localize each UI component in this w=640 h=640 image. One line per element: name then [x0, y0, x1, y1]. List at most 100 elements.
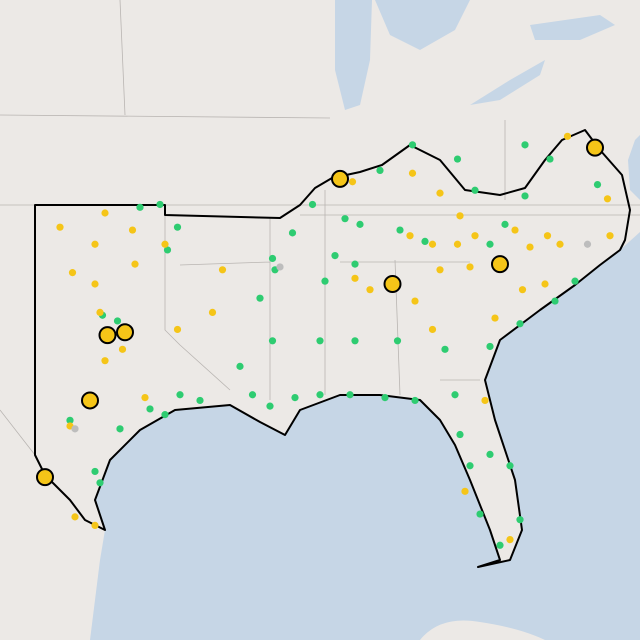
marker[interactable]: [173, 325, 182, 334]
marker[interactable]: [543, 232, 552, 240]
marker[interactable]: [506, 536, 514, 544]
marker[interactable]: [476, 510, 484, 518]
marker[interactable]: [436, 266, 444, 274]
marker[interactable]: [571, 277, 579, 285]
large-marker[interactable]: [81, 391, 99, 410]
marker[interactable]: [91, 521, 99, 530]
marker[interactable]: [466, 462, 474, 470]
marker[interactable]: [346, 391, 354, 399]
marker[interactable]: [356, 220, 364, 228]
marker[interactable]: [331, 252, 339, 260]
marker[interactable]: [276, 263, 284, 271]
marker[interactable]: [366, 286, 374, 294]
marker[interactable]: [113, 317, 122, 325]
marker[interactable]: [556, 240, 564, 248]
marker[interactable]: [501, 220, 509, 228]
marker[interactable]: [516, 516, 524, 524]
marker[interactable]: [486, 240, 494, 248]
marker[interactable]: [521, 192, 529, 200]
marker[interactable]: [411, 396, 419, 405]
marker[interactable]: [461, 487, 469, 495]
marker[interactable]: [56, 223, 64, 231]
marker[interactable]: [256, 294, 264, 302]
large-marker[interactable]: [98, 326, 117, 345]
marker[interactable]: [248, 391, 257, 399]
marker[interactable]: [481, 396, 489, 405]
marker[interactable]: [381, 394, 389, 402]
marker[interactable]: [456, 430, 464, 439]
marker[interactable]: [218, 266, 227, 274]
large-marker[interactable]: [116, 323, 134, 342]
marker[interactable]: [408, 169, 417, 177]
marker[interactable]: [96, 308, 104, 316]
marker[interactable]: [136, 203, 144, 211]
marker[interactable]: [396, 226, 404, 234]
large-marker[interactable]: [36, 468, 54, 487]
marker[interactable]: [208, 308, 217, 316]
marker[interactable]: [551, 297, 559, 305]
marker[interactable]: [351, 337, 359, 345]
marker[interactable]: [408, 141, 417, 149]
marker[interactable]: [173, 223, 182, 231]
marker[interactable]: [441, 345, 449, 353]
marker[interactable]: [163, 246, 172, 254]
marker[interactable]: [308, 200, 317, 209]
large-marker[interactable]: [586, 138, 604, 157]
marker[interactable]: [603, 195, 612, 203]
marker[interactable]: [436, 189, 444, 197]
marker[interactable]: [606, 232, 614, 240]
marker[interactable]: [471, 186, 479, 194]
marker[interactable]: [68, 269, 77, 277]
marker[interactable]: [118, 345, 127, 353]
marker[interactable]: [196, 396, 204, 405]
marker[interactable]: [141, 394, 149, 402]
marker[interactable]: [486, 450, 494, 458]
marker[interactable]: [516, 320, 524, 328]
marker[interactable]: [453, 240, 462, 248]
marker[interactable]: [236, 362, 244, 370]
marker[interactable]: [593, 181, 602, 189]
marker[interactable]: [451, 391, 459, 399]
marker[interactable]: [428, 325, 437, 334]
marker[interactable]: [101, 357, 109, 365]
marker[interactable]: [496, 541, 504, 549]
marker[interactable]: [266, 402, 274, 410]
marker[interactable]: [96, 479, 104, 487]
marker[interactable]: [316, 337, 324, 345]
marker[interactable]: [161, 240, 169, 248]
marker[interactable]: [406, 232, 414, 240]
marker[interactable]: [506, 462, 514, 470]
marker[interactable]: [351, 260, 359, 268]
marker[interactable]: [546, 155, 554, 163]
marker[interactable]: [321, 277, 329, 285]
marker[interactable]: [471, 232, 479, 240]
marker[interactable]: [128, 226, 137, 234]
marker[interactable]: [486, 342, 494, 351]
marker[interactable]: [563, 132, 572, 140]
marker[interactable]: [521, 141, 529, 149]
marker[interactable]: [131, 260, 139, 268]
marker[interactable]: [351, 274, 359, 282]
marker[interactable]: [511, 226, 519, 234]
marker[interactable]: [71, 425, 79, 433]
marker[interactable]: [541, 280, 549, 288]
marker[interactable]: [526, 243, 534, 251]
marker[interactable]: [91, 467, 99, 476]
marker[interactable]: [66, 416, 74, 424]
marker[interactable]: [583, 240, 592, 248]
marker[interactable]: [116, 425, 124, 433]
marker[interactable]: [491, 314, 499, 322]
marker[interactable]: [348, 178, 357, 186]
marker[interactable]: [518, 286, 527, 294]
large-marker[interactable]: [383, 275, 402, 293]
large-marker[interactable]: [331, 169, 349, 188]
marker[interactable]: [316, 391, 324, 399]
marker[interactable]: [341, 215, 349, 223]
marker[interactable]: [176, 391, 184, 399]
marker[interactable]: [91, 240, 99, 248]
marker[interactable]: [456, 212, 464, 220]
marker[interactable]: [156, 200, 164, 209]
marker[interactable]: [146, 405, 154, 413]
marker[interactable]: [393, 337, 402, 345]
marker[interactable]: [268, 254, 277, 263]
